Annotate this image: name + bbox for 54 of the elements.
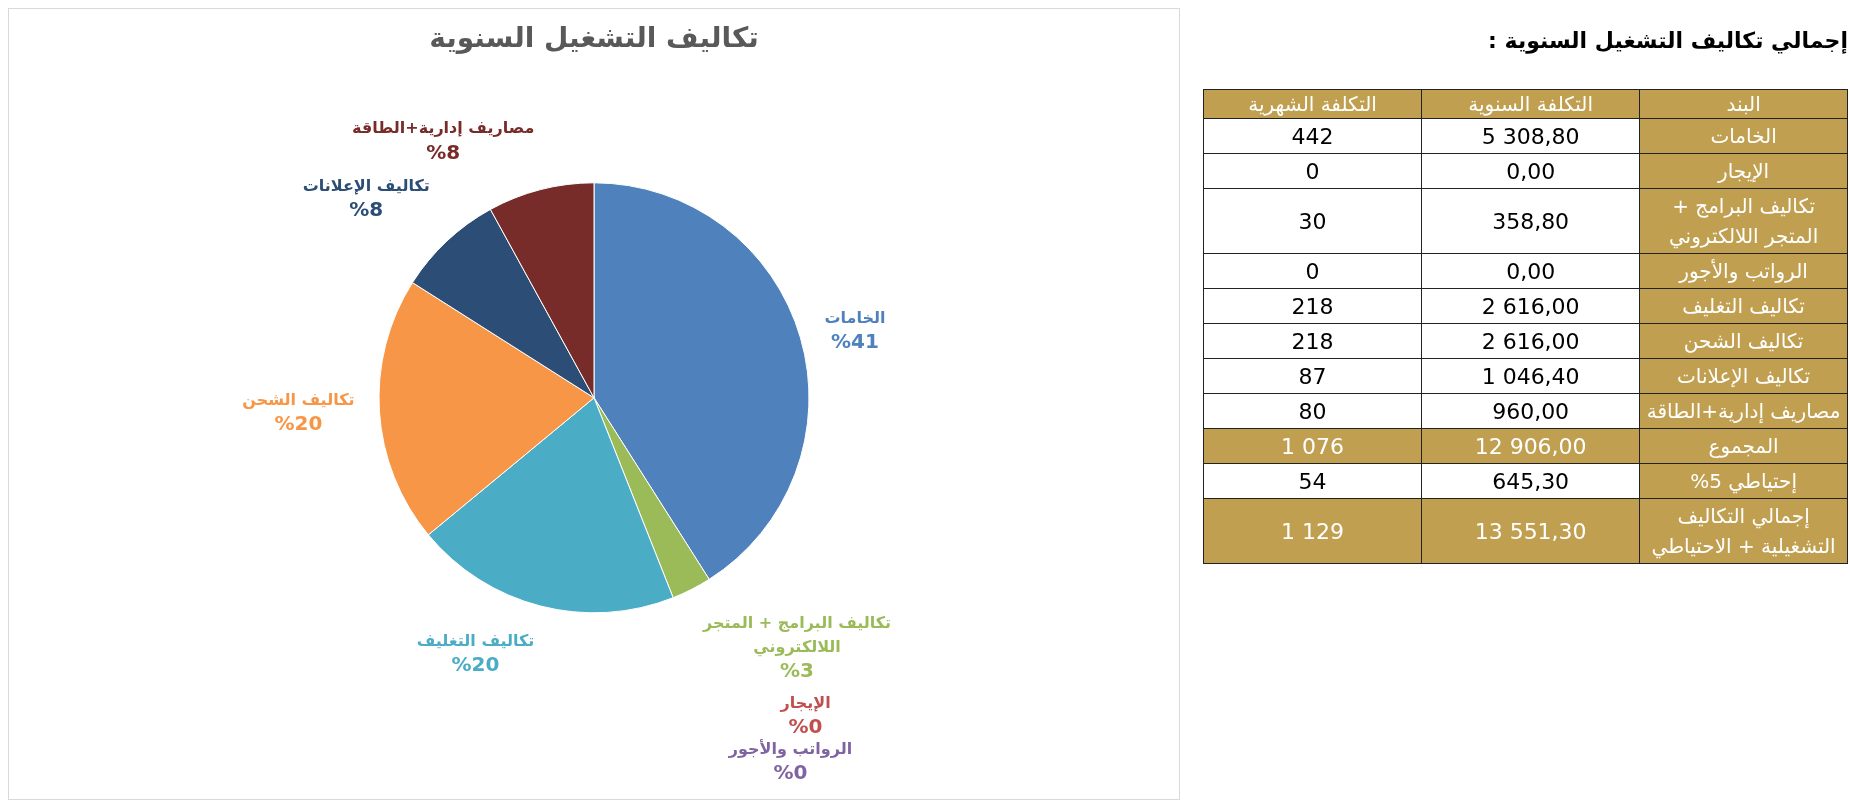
data-label: 12 906,00 [1421, 428, 1640, 464]
text: البند [1639, 89, 1848, 119]
text: %0 [788, 713, 823, 738]
data-label: 0 [1203, 153, 1422, 189]
slice-label: تكاليف الشحن [242, 390, 355, 410]
data-label: 0,00 [1421, 253, 1640, 289]
slice-label: تكاليف البرامج + المتجر اللالكتروني [701, 612, 892, 657]
data-label: %8 [349, 197, 384, 222]
data-label: 2 616,00 [1421, 288, 1640, 324]
category-label: تكاليف التغليف [1639, 288, 1848, 324]
series-label: التكلفة الشهرية [1203, 89, 1422, 119]
data-label: 960,00 [1421, 393, 1640, 429]
data-label: 218 [1203, 288, 1422, 324]
data-label: 1 046,40 [1421, 358, 1640, 394]
slice-label: تكاليف الإعلانات [302, 176, 430, 195]
chart-title: تكاليف التشغيل السنوية [429, 21, 759, 55]
category-label: المجموع [1639, 428, 1848, 464]
data-label: 218 [1203, 323, 1422, 359]
data-label: 0 [1203, 253, 1422, 289]
category-label: الرواتب والأجور [1639, 253, 1848, 289]
data-label: %41 [831, 329, 879, 354]
slice-label: تكاليف التغليف [416, 631, 535, 651]
category-label: مصاريف إدارية+الطاقة [1639, 393, 1848, 429]
category-label: إجمالي التكاليف التشغيلية + الاحتياطي [1639, 498, 1848, 564]
data-label: 54 [1203, 463, 1422, 499]
text: إجمالي تكاليف التشغيل السنوية : [1487, 28, 1848, 53]
category-label: تكاليف الشحن [1639, 323, 1848, 359]
data-label: 30 [1203, 188, 1422, 254]
category-label: إحتياطي 5% [1639, 463, 1848, 499]
data-label: 13 551,30 [1421, 498, 1640, 564]
category-label: الإيجار [780, 692, 831, 712]
data-label: 80 [1203, 393, 1422, 429]
slice-label: الخامات [824, 308, 886, 327]
data-label: 5 308,80 [1421, 118, 1640, 154]
data-label: 0,00 [1421, 153, 1640, 189]
data-label: %3 [780, 657, 815, 682]
data-label: 358,80 [1421, 188, 1640, 254]
data-label: 87 [1203, 358, 1422, 394]
category-label: تكاليف الإعلانات [1639, 358, 1848, 394]
data-label: %8 [426, 139, 461, 164]
data-label: 2 616,00 [1421, 323, 1640, 359]
category-label: الرواتب والأجور [728, 739, 853, 759]
data-label: %20 [274, 411, 323, 436]
category-label: الخامات [1639, 118, 1848, 154]
series-label: التكلفة السنوية [1421, 89, 1640, 119]
category-label: الإيجار [1639, 153, 1848, 189]
data-label: 1 129 [1203, 498, 1422, 564]
slice-label: مصاريف إدارية+الطاقة [352, 118, 535, 138]
data-label: %20 [451, 652, 500, 677]
data-label: 442 [1203, 118, 1422, 154]
data-label: 1 076 [1203, 428, 1422, 464]
category-label: تكاليف البرامج + المتجر اللالكتروني [1639, 188, 1848, 254]
text: %0 [773, 760, 808, 785]
data-label: 645,30 [1421, 463, 1640, 499]
